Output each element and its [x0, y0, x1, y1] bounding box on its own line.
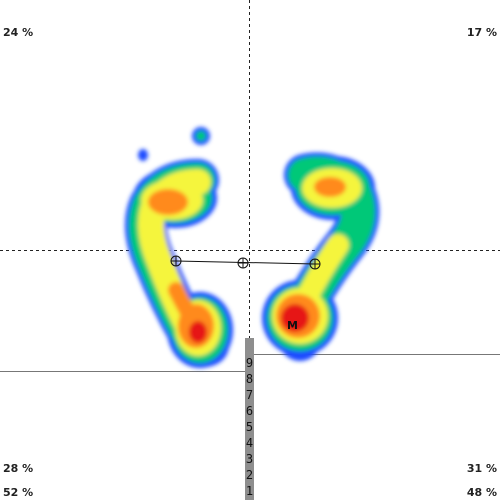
right-foot-pressure — [262, 156, 375, 356]
top-right-percentage: 17 % — [467, 26, 497, 39]
right-center-marker-icon — [310, 259, 320, 269]
scale-tick: 8 — [245, 372, 254, 386]
center-balance-marker-icon — [238, 258, 248, 268]
left-total-percentage: 52 % — [3, 486, 33, 499]
left-foot-pressure — [133, 168, 233, 368]
scale-tick: 7 — [245, 388, 254, 402]
scale-tick: 3 — [245, 452, 254, 466]
scale-tick: 4 — [245, 436, 254, 450]
scale-tick: 9 — [245, 356, 254, 370]
pressure-scale-bar: 9 8 7 6 5 4 3 2 1 — [245, 338, 254, 500]
top-left-percentage: 24 % — [3, 26, 33, 39]
right-total-percentage: 48 % — [467, 486, 497, 499]
scale-tick: 1 — [245, 484, 254, 498]
scale-tick: 5 — [245, 420, 254, 434]
max-pressure-marker: M — [287, 319, 298, 332]
scale-tick: 6 — [245, 404, 254, 418]
scale-tick: 2 — [245, 468, 254, 482]
bottom-right-percentage: 31 % — [467, 462, 497, 475]
left-center-marker-icon — [171, 256, 181, 266]
toe-pressure-points — [138, 127, 210, 161]
bottom-left-percentage: 28 % — [3, 462, 33, 475]
